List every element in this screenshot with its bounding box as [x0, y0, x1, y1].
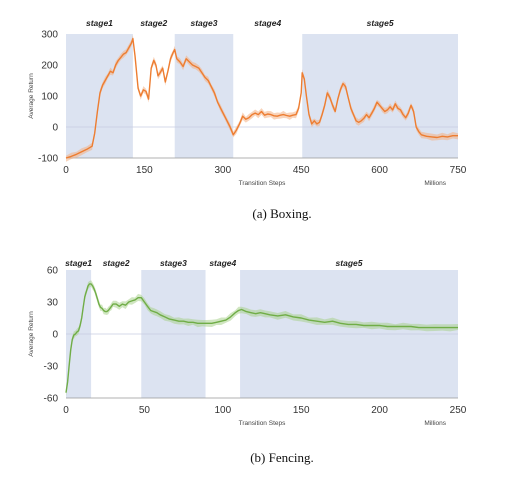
y-axis-title: Average Return [28, 311, 35, 357]
chart-caption: (a) Boxing. [252, 206, 311, 221]
x-tick-label: 0 [63, 405, 69, 416]
x-tick-label: 300 [214, 165, 231, 176]
x-axis-unit: Millions [424, 420, 446, 427]
y-tick-label: 300 [41, 30, 58, 41]
x-axis-unit: Millions [424, 180, 446, 187]
stage-label-stage4: stage4 [209, 258, 236, 268]
x-tick-label: 600 [371, 165, 388, 176]
x-axis-title: Transition Steps [239, 180, 286, 187]
x-tick-label: 100 [214, 405, 231, 416]
y-tick-label: 60 [47, 266, 59, 277]
y-tick-label: -60 [44, 394, 59, 405]
stage-label-stage3: stage3 [160, 258, 187, 268]
x-tick-label: 150 [293, 405, 310, 416]
fencing-chart: stage1 stage2 stage3 stage4 stage5 -60 -30 0 30 6… [28, 258, 467, 465]
stage-label-stage3: stage3 [191, 18, 218, 28]
x-tick-label: 450 [293, 165, 310, 176]
stage-band-stage3 [174, 34, 234, 158]
series-line [65, 283, 458, 393]
y-tick-label: 30 [47, 298, 59, 309]
x-tick-label: 50 [139, 405, 151, 416]
y-tick-label: 200 [41, 61, 58, 72]
boxing-chart: stage1 stage2 stage3 stage4 stage5 -100 0 100 20… [28, 18, 467, 221]
stage-label-stage2: stage2 [140, 18, 167, 28]
x-tick-label: 150 [136, 165, 153, 176]
x-tick-label: 750 [450, 165, 467, 176]
x-tick-label: 0 [63, 165, 69, 176]
y-tick-label: 0 [52, 330, 58, 341]
y-tick-label: 0 [52, 123, 58, 134]
stage-label-stage4: stage4 [254, 18, 281, 28]
x-axis-title: Transition Steps [239, 420, 286, 427]
x-tick-label: 200 [371, 405, 388, 416]
x-tick-label: 250 [450, 405, 467, 416]
y-tick-label: -30 [44, 362, 59, 373]
stage-label-stage2: stage2 [103, 258, 130, 268]
series-line [65, 37, 458, 159]
stage-label-stage1: stage1 [86, 18, 113, 28]
chart-caption: (b) Fencing. [250, 450, 314, 465]
stage-label-stage5: stage5 [336, 258, 363, 268]
stage-label-stage1: stage1 [65, 258, 92, 268]
stage-label-stage5: stage5 [367, 18, 394, 28]
y-axis-title: Average Return [28, 73, 35, 119]
y-tick-label: -100 [38, 154, 58, 165]
y-tick-label: 100 [41, 92, 58, 103]
